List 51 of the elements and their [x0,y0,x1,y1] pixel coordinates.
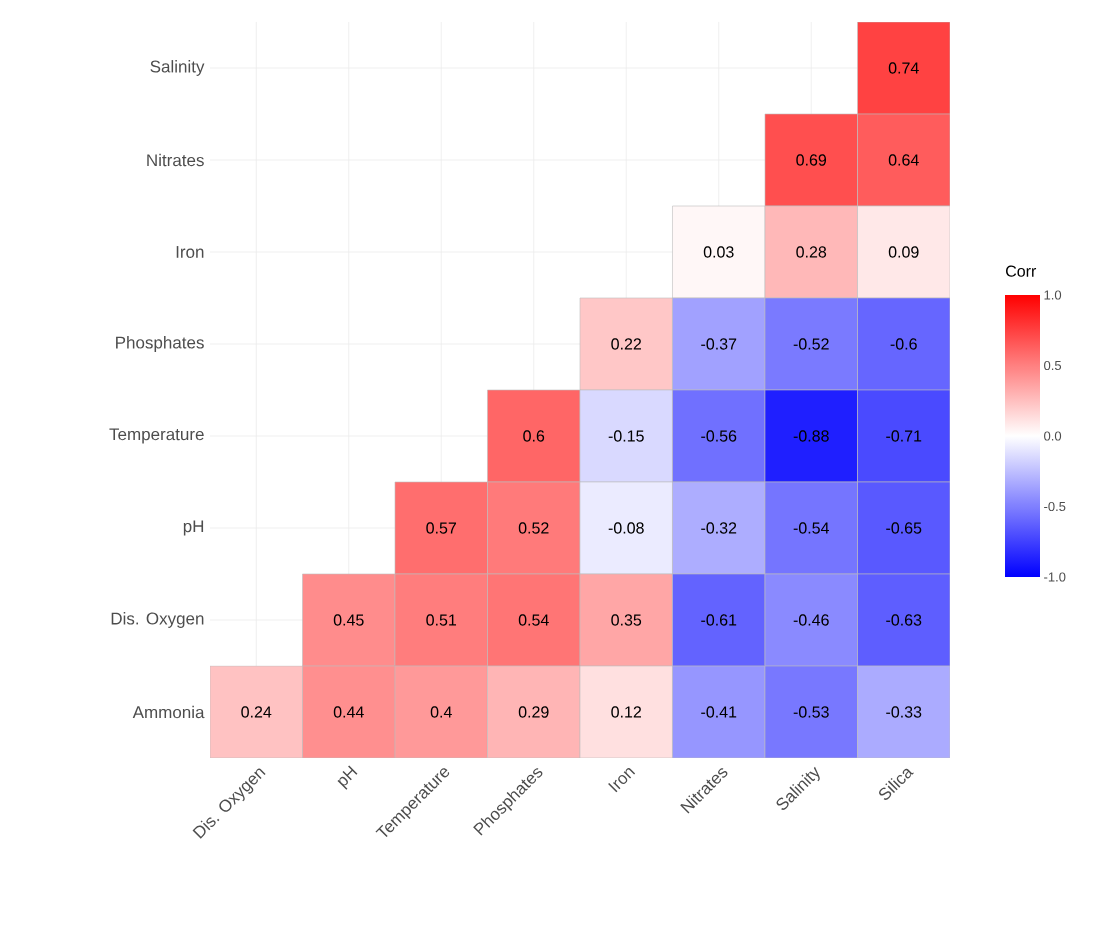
data-label: -0.53 [793,706,829,718]
x-tick-label: Iron [608,768,636,793]
data-label: -0.52 [793,338,829,350]
data-label: 0.64 [888,154,919,166]
data-label: 0.44 [333,706,364,718]
color-bar-label: 1.0 [1044,290,1062,300]
data-label: -0.6 [890,338,917,350]
data-label: -0.32 [701,522,737,534]
y-tick-label: Ammonia [132,705,205,719]
y-tick-label: Nitrates [147,153,204,167]
y-tick-label: Dis. Oxygen [111,612,204,628]
x-tick-label: pH [337,765,358,790]
data-label: -0.54 [793,522,829,534]
y-tick-label: Temperature [109,428,204,444]
y-tick-label: Phosphates [116,336,204,352]
data-label: -0.08 [608,522,644,534]
data-label: -0.37 [701,338,737,350]
data-label: 0.22 [611,338,642,350]
data-label: 0.54 [518,614,549,626]
data-label: 0.24 [241,706,272,718]
data-label: 0.57 [426,522,457,534]
data-label: 0.45 [333,614,364,626]
data-label: 0.52 [518,522,549,534]
color-bar-label: 0.5 [1044,360,1062,371]
y-tick-label: Salinity [150,60,205,76]
data-label: 0.74 [888,62,919,74]
data-label: -0.56 [701,430,737,442]
data-label: 0.09 [888,246,919,258]
color-bar-label: -0.5 [1044,501,1066,512]
color-bar-label: 0.0 [1044,431,1062,441]
data-label: 0.28 [796,246,827,258]
data-label: 0.29 [518,706,549,718]
y-tick-label: pH [183,520,204,536]
color-bar-label: -1.0 [1044,572,1066,582]
data-label: -0.41 [701,706,737,718]
data-label: -0.88 [793,430,829,442]
data-label: 0.51 [426,614,457,626]
color-bar-title: Corr [1006,265,1037,277]
data-label: 0.6 [523,430,545,442]
data-label: -0.46 [793,614,829,626]
data-label: -0.33 [886,706,922,718]
data-label: -0.61 [701,614,737,626]
data-label: 0.35 [611,614,642,626]
data-label: -0.15 [608,430,644,442]
data-label: 0.4 [430,706,452,718]
data-label: 0.03 [703,246,734,258]
data-label: 0.69 [796,154,827,166]
data-label: -0.71 [886,430,922,442]
data-label: -0.63 [886,614,922,626]
y-tick-label: Iron [176,246,204,258]
data-label: -0.65 [886,522,922,534]
